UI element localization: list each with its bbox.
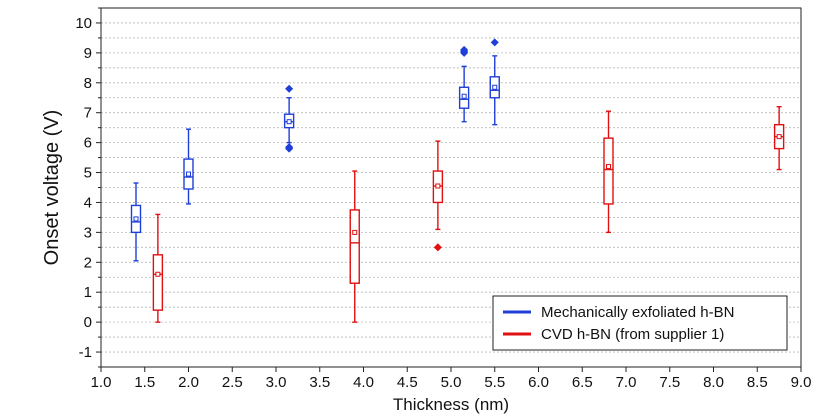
box-cvd (773, 106, 785, 171)
legend: Mechanically exfoliated h-BN CVD h-BN (f… (492, 295, 788, 351)
legend-label-cvd: CVD h-BN (from supplier 1) (541, 326, 724, 343)
box-cvd (152, 213, 164, 323)
x-tick-label: 7.5 (659, 374, 680, 391)
box-series (130, 38, 785, 323)
box-exfoliated (183, 128, 194, 205)
mean-marker (186, 171, 191, 177)
outlier-point (433, 243, 442, 252)
x-tick-label: 1.0 (91, 374, 112, 391)
box-exfoliated (283, 84, 295, 153)
y-tick-label: 6 (84, 135, 92, 152)
box-iqr (603, 137, 614, 205)
outlier-point (490, 38, 499, 47)
x-axis-title: Thickness (nm) (393, 395, 509, 414)
x-tick-label: 9.0 (791, 374, 812, 391)
x-tick-label: 5.0 (441, 374, 462, 391)
mean-marker (155, 271, 161, 277)
box-exfoliated (130, 182, 142, 262)
box-cvd (432, 140, 444, 252)
y-tick-label: 7 (84, 105, 92, 122)
x-tick-label: 5.5 (484, 374, 505, 391)
y-tick-label: -1 (79, 344, 92, 361)
mean-marker (606, 164, 611, 170)
box-cvd (603, 110, 614, 234)
outlier-point (285, 143, 294, 152)
outlier-point (460, 45, 469, 54)
y-tick-label: 5 (84, 165, 92, 182)
x-tick-label: 4.5 (397, 374, 418, 391)
box-exfoliated (458, 45, 470, 123)
mean-marker (776, 134, 782, 140)
box-cvd (349, 170, 360, 323)
y-tick-label: 3 (84, 224, 92, 241)
mean-marker (286, 119, 292, 125)
box-exfoliated (489, 38, 500, 126)
y-axis-title: Onset voltage (V) (41, 110, 63, 266)
y-tick-label: 4 (84, 194, 92, 211)
x-tick-label: 4.0 (353, 374, 374, 391)
mean-marker (461, 93, 467, 99)
x-tick-label: 1.5 (134, 374, 155, 391)
x-tick-label: 3.5 (309, 374, 330, 391)
box-iqr (152, 254, 164, 311)
mean-marker (492, 84, 498, 90)
x-tick-label: 8.5 (747, 374, 768, 391)
mean-marker (133, 216, 139, 222)
box-iqr (349, 209, 360, 284)
y-tick-label: 8 (84, 75, 92, 92)
y-tick-label: 9 (84, 45, 92, 62)
legend-box (492, 295, 788, 351)
mean-marker (435, 183, 441, 189)
y-tick-label: 2 (84, 254, 92, 271)
x-tick-label: 8.0 (703, 374, 724, 391)
x-tick-label: 7.0 (616, 374, 637, 391)
axes: -1 0 1 2 3 4 5 6 7 8 9 10 1.0 1.5 2.0 2.5 3.0 3.5 4.0 4.5 5.… (75, 7, 812, 391)
y-tick-label: 1 (84, 284, 92, 301)
mean-marker (352, 229, 358, 235)
x-tick-label: 3.0 (266, 374, 287, 391)
legend-label-exfoliated: Mechanically exfoliated h-BN (541, 304, 734, 321)
y-tick-label: 0 (84, 314, 92, 331)
x-tick-label: 2.5 (222, 374, 243, 391)
outlier-point (285, 84, 294, 93)
y-tick-label: 10 (75, 15, 92, 32)
x-tick-label: 2.0 (178, 374, 199, 391)
x-tick-label: 6.0 (528, 374, 549, 391)
x-tick-label: 6.5 (572, 374, 593, 391)
